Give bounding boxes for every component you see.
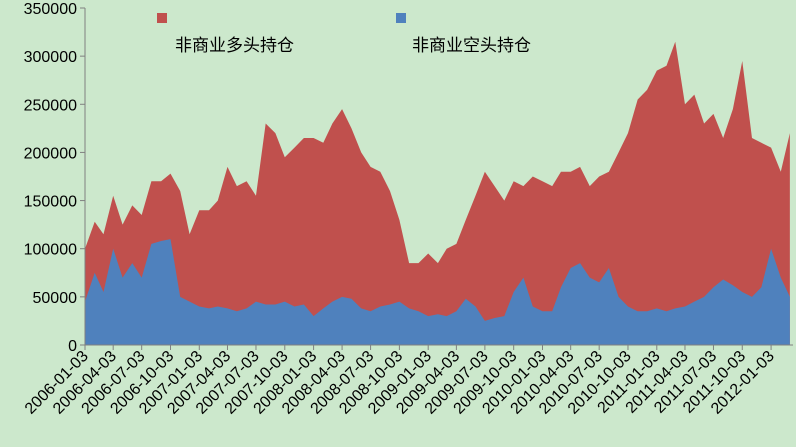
y-tick-label: 350000 bbox=[24, 1, 77, 18]
y-tick-label: 150000 bbox=[24, 194, 77, 211]
legend-swatch bbox=[157, 13, 167, 23]
legend-text: 非商业空头持仓 bbox=[412, 36, 531, 55]
legend-text: 非商业多头持仓 bbox=[175, 36, 294, 55]
y-tick-label: 300000 bbox=[24, 49, 77, 66]
area bbox=[85, 239, 790, 345]
legend-swatch bbox=[396, 13, 406, 23]
area bbox=[85, 41, 790, 345]
y-tick-label: 50000 bbox=[33, 290, 78, 307]
y-tick-label: 0 bbox=[68, 338, 77, 355]
y-tick-label: 100000 bbox=[24, 242, 77, 259]
y-tick-label: 250000 bbox=[24, 97, 77, 114]
y-tick-label: 200000 bbox=[24, 145, 77, 162]
